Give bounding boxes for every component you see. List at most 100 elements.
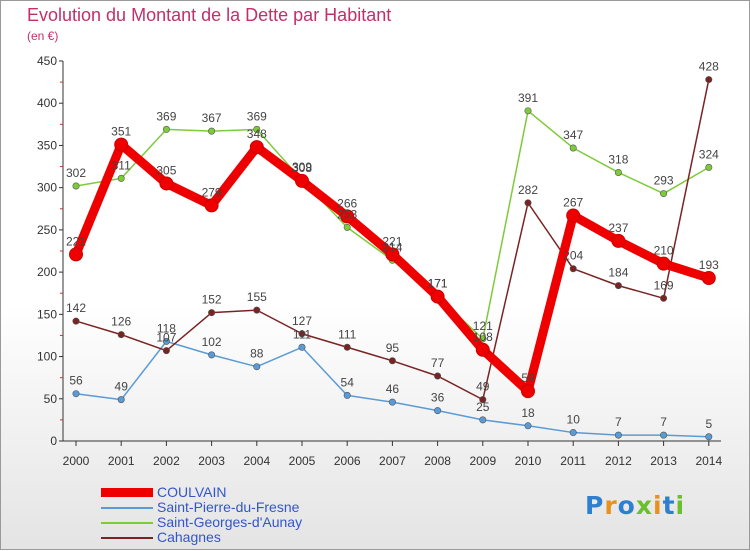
data-label: 107: [156, 331, 176, 345]
data-point: [569, 144, 577, 152]
y-tick-label: 0: [50, 434, 57, 448]
data-label: 214: [382, 240, 402, 254]
x-tick-label: 2014: [695, 454, 722, 468]
data-point: [253, 363, 261, 371]
data-point: [566, 208, 581, 223]
data-point: [162, 347, 170, 355]
data-point: [343, 343, 351, 351]
y-tick-label: 250: [37, 223, 57, 237]
data-point: [343, 223, 351, 231]
data-label: 111: [293, 327, 312, 341]
data-label: 10: [567, 413, 581, 427]
x-tick-label: 2011: [560, 454, 586, 468]
data-label: 126: [111, 315, 131, 329]
data-point: [660, 294, 668, 302]
legend-label: Saint-Pierre-du-Fresne: [157, 499, 300, 515]
data-point: [340, 209, 355, 224]
y-tick-label: 400: [37, 96, 57, 110]
data-point: [479, 335, 487, 343]
chart-title: Evolution du Montant de la Dette par Hab…: [27, 5, 392, 25]
data-point: [72, 317, 80, 325]
data-point: [298, 330, 306, 338]
x-tick-label: 2004: [243, 454, 270, 468]
data-point: [114, 137, 129, 152]
y-tick-label: 300: [37, 181, 57, 195]
data-label: 152: [202, 293, 222, 307]
data-point: [204, 198, 219, 213]
data-label: 5: [705, 417, 712, 431]
data-point: [479, 416, 487, 424]
data-point: [524, 107, 532, 115]
data-label: 311: [112, 158, 131, 172]
x-tick-label: 2012: [605, 454, 632, 468]
legend-swatch: [101, 488, 153, 497]
y-tick-label: 450: [37, 54, 57, 68]
data-point: [385, 247, 400, 262]
data-label: 253: [337, 207, 357, 221]
data-label: 88: [250, 347, 264, 361]
chart-subtitle: (en €): [27, 29, 59, 43]
data-label: 7: [660, 415, 667, 429]
data-point: [117, 174, 125, 182]
data-point: [208, 351, 216, 359]
data-label: 95: [386, 341, 400, 355]
data-point: [117, 331, 125, 339]
data-point: [434, 372, 442, 380]
data-point: [705, 76, 713, 84]
data-point: [660, 431, 668, 439]
data-point: [72, 390, 80, 398]
data-label: 171: [428, 277, 448, 291]
y-tick-label: 200: [37, 265, 57, 279]
data-label: 108: [473, 330, 493, 344]
data-point: [475, 342, 490, 357]
data-point: [479, 396, 487, 404]
data-label: 282: [518, 183, 538, 197]
data-label: 46: [386, 382, 400, 396]
data-label: 127: [292, 314, 312, 328]
data-label: 351: [111, 125, 131, 139]
data-point: [162, 125, 170, 133]
x-tick-label: 2000: [63, 454, 90, 468]
data-point: [524, 422, 532, 430]
data-point: [614, 431, 622, 439]
y-tick-label: 350: [37, 138, 57, 152]
data-label: 36: [431, 391, 445, 405]
data-point: [388, 357, 396, 365]
data-point: [69, 247, 83, 262]
data-label: 121: [473, 319, 493, 333]
data-label: 171: [428, 277, 448, 291]
data-label: 77: [431, 356, 445, 370]
data-label: 302: [66, 166, 86, 180]
data-label: 7: [615, 415, 622, 429]
data-point: [656, 256, 671, 271]
data-label: 305: [156, 163, 176, 177]
x-tick-label: 2013: [650, 454, 677, 468]
data-point: [430, 289, 445, 304]
data-point: [159, 176, 174, 191]
y-tick-label: 100: [37, 350, 57, 364]
data-point: [117, 396, 125, 404]
data-label: 102: [202, 335, 222, 349]
data-point: [72, 182, 80, 190]
data-label: 54: [341, 375, 355, 389]
data-label: 318: [608, 152, 628, 166]
legend-label: Cahagnes: [157, 529, 221, 545]
data-label: 59: [521, 371, 535, 385]
legend-swatch: [101, 522, 153, 524]
data-label: 221: [66, 234, 86, 248]
legend-label: Saint-Georges-d'Aunay: [157, 514, 303, 530]
x-tick-label: 2002: [153, 454, 180, 468]
data-point: [162, 337, 170, 345]
legend-swatch: [101, 537, 153, 539]
data-label: 18: [521, 406, 535, 420]
data-point: [249, 140, 264, 155]
data-label: 267: [563, 196, 583, 210]
data-point: [614, 282, 622, 290]
data-label: 428: [699, 60, 719, 74]
data-label: 25: [476, 400, 490, 414]
data-point: [569, 429, 577, 437]
data-point: [295, 173, 309, 188]
data-point: [253, 125, 261, 133]
data-point: [208, 309, 216, 317]
